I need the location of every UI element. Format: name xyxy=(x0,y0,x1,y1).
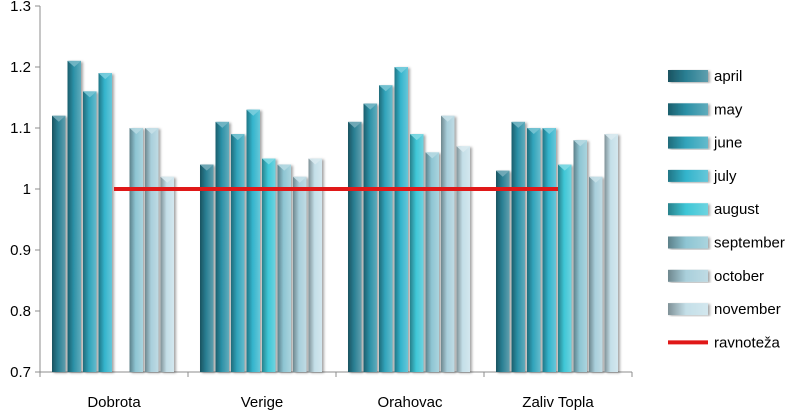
bar xyxy=(410,134,424,372)
bar-top-bevel xyxy=(277,164,291,171)
bar xyxy=(98,73,112,372)
legend-label: july xyxy=(713,168,737,185)
bar xyxy=(511,121,525,373)
bar xyxy=(573,140,587,372)
legend-swatch xyxy=(668,269,708,282)
bar-top-bevel xyxy=(67,60,81,67)
bar-top-bevel xyxy=(231,134,245,141)
bar-top-bevel xyxy=(511,121,525,128)
bar-top-bevel xyxy=(83,91,97,98)
bar xyxy=(308,158,322,372)
legend-label: april xyxy=(714,68,742,85)
x-tick-label: Verige xyxy=(241,394,284,411)
bar xyxy=(589,176,603,372)
bar xyxy=(246,109,260,372)
bar xyxy=(363,103,377,372)
bar-top-bevel xyxy=(573,140,587,147)
legend-label: october xyxy=(714,268,764,285)
bar-top-bevel xyxy=(293,176,307,183)
bar xyxy=(542,128,556,372)
bar-top-bevel xyxy=(348,121,362,128)
bar-top-bevel xyxy=(589,176,603,183)
bar-top-bevel xyxy=(129,128,143,134)
bar xyxy=(160,176,174,372)
legend-swatch xyxy=(668,303,708,316)
bar xyxy=(293,176,307,372)
bar xyxy=(558,164,572,372)
bar-top-bevel xyxy=(308,158,322,165)
bar xyxy=(379,85,393,373)
x-tick-label: Orahovac xyxy=(377,394,443,411)
legend-swatch xyxy=(668,103,708,116)
bar-top-bevel xyxy=(394,67,408,73)
bar-top-bevel xyxy=(145,128,159,134)
y-tick-label: 0.8 xyxy=(10,303,31,320)
y-tick-label: 0.7 xyxy=(10,364,31,381)
bar-top-bevel xyxy=(410,134,424,141)
bar-top-bevel xyxy=(604,134,618,141)
bar-top-bevel xyxy=(425,152,439,159)
legend-label: august xyxy=(714,201,760,218)
bar-top-bevel xyxy=(215,121,229,128)
bar-top-bevel xyxy=(246,109,260,116)
bar xyxy=(527,128,541,372)
x-tick-label: Dobrota xyxy=(87,394,141,411)
legend-swatch xyxy=(668,70,708,82)
legend-label: ravnoteža xyxy=(714,334,781,351)
bar xyxy=(215,121,229,373)
bar xyxy=(441,115,455,373)
y-tick-label: 0.9 xyxy=(10,242,31,259)
bar-top-bevel xyxy=(558,164,572,171)
bar-top-bevel xyxy=(52,115,66,122)
legend-swatch xyxy=(668,169,708,182)
y-tick-label: 1 xyxy=(23,181,31,198)
y-tick-label: 1.2 xyxy=(10,59,31,76)
legend-label: may xyxy=(714,101,743,118)
bar-top-bevel xyxy=(262,158,276,165)
bar xyxy=(83,91,97,373)
bar xyxy=(277,164,291,372)
legend-label: november xyxy=(714,301,781,318)
bar xyxy=(604,134,618,372)
bar xyxy=(262,158,276,372)
bar-top-bevel xyxy=(496,170,510,177)
bar-top-bevel xyxy=(542,128,556,134)
bar xyxy=(200,164,214,372)
legend-label: june xyxy=(713,135,742,152)
bar-top-bevel xyxy=(200,164,214,171)
legend-swatch xyxy=(668,203,708,216)
bar xyxy=(394,67,408,372)
legend-swatch xyxy=(668,236,708,249)
bar xyxy=(496,170,510,372)
y-tick-label: 1.1 xyxy=(10,120,31,137)
bar-top-bevel xyxy=(98,73,112,80)
bar xyxy=(67,60,81,373)
bar-top-bevel xyxy=(441,115,455,122)
bar xyxy=(129,128,143,372)
bar-top-bevel xyxy=(527,128,541,134)
bar-top-bevel xyxy=(160,176,174,183)
bar xyxy=(145,128,159,372)
bar-top-bevel xyxy=(363,103,377,110)
legend-label: september xyxy=(714,235,785,252)
legend-swatch xyxy=(668,136,708,149)
x-tick-label: Zaliv Topla xyxy=(522,394,594,411)
y-tick-label: 1.3 xyxy=(10,0,31,15)
bar-top-bevel xyxy=(379,85,393,92)
bar xyxy=(348,121,362,373)
bar xyxy=(425,152,439,372)
bar xyxy=(231,134,245,372)
bar-top-bevel xyxy=(456,146,470,153)
bar xyxy=(456,146,470,372)
bar xyxy=(52,115,66,373)
